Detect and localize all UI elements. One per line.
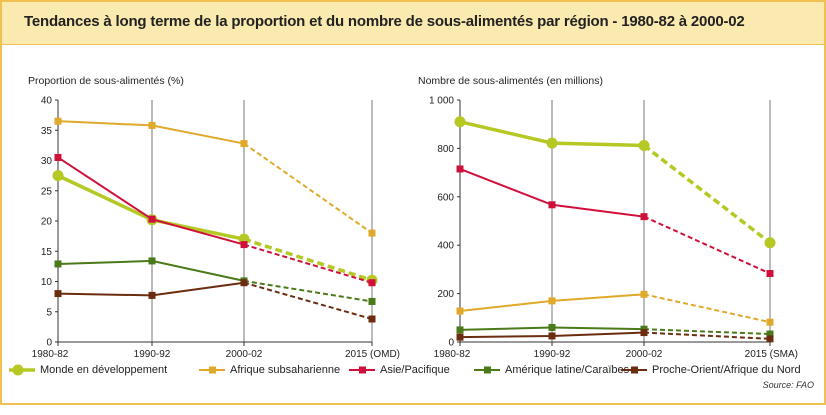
legend-swatch-icon	[474, 366, 500, 374]
chart-1-xtick-label: 1980-82	[434, 349, 471, 360]
chart-1-point	[766, 318, 774, 326]
chart-0-point	[148, 257, 156, 265]
chart-0-ytick-label: 10	[41, 277, 53, 288]
chart-1-series-projection	[643, 293, 771, 324]
legend-label: Proche-Orient/Afrique du Nord	[652, 364, 801, 376]
chart-0-point	[240, 241, 248, 249]
chart-1-point	[640, 213, 648, 221]
legend-swatch-icon	[621, 366, 647, 374]
chart-0-point	[368, 279, 376, 287]
legend-label: Afrique subsaharienne	[230, 364, 341, 376]
chart-0-xtick-label: 1990-92	[134, 349, 171, 360]
legend-item: Amérique latine/Caraïbes	[473, 360, 629, 380]
chart-0-ylabel: Proportion de sous-alimentés (%)	[28, 75, 184, 87]
source-note: Source: FAO	[762, 380, 814, 390]
chart-1-ytick-label: 0	[448, 338, 454, 349]
legend: Monde en développement Afrique subsaharie…	[8, 360, 820, 382]
chart-1-point	[456, 165, 464, 173]
chart-0-xtick-label: 2000-02	[226, 349, 263, 360]
legend-label: Asie/Pacifique	[380, 364, 450, 376]
chart-0-series-projection	[243, 237, 373, 282]
chart-0-ytick-label: 35	[41, 126, 53, 137]
chart-1-point	[766, 270, 774, 278]
legend-swatch-icon	[199, 366, 225, 374]
figure-title: Tendances à long terme de la proportion …	[24, 13, 745, 30]
chart-1-point	[548, 323, 556, 331]
chart-1-point	[456, 307, 464, 315]
chart-1-point	[548, 332, 556, 340]
chart-1-point	[546, 137, 558, 149]
chart-0-point	[368, 315, 376, 323]
chart-0-point	[240, 140, 248, 148]
chart-1-xtick-label: 2015 (SMA)	[745, 349, 798, 360]
legend-item: Afrique subsaharienne	[198, 360, 340, 380]
chart-0-point	[54, 117, 62, 125]
chart-0-series-projection	[243, 142, 373, 234]
chart-0-point	[148, 215, 156, 223]
legend-label: Amérique latine/Caraïbes	[505, 364, 630, 376]
chart-0-ytick-label: 0	[46, 338, 52, 349]
chart-0-ytick-label: 40	[41, 96, 53, 107]
chart-1-point	[766, 330, 774, 338]
chart-1-xtick-label: 2000-02	[626, 349, 663, 360]
chart-0-series-line	[57, 174, 245, 241]
chart-0-ytick-label: 25	[41, 186, 53, 197]
chart-0-point	[52, 170, 64, 182]
chart-0-xtick-label: 2015 (OMD)	[345, 349, 400, 360]
chart-1-point	[764, 237, 776, 249]
chart-0-series-projection	[243, 279, 373, 303]
chart-1-series-projection	[643, 328, 771, 336]
chart-1-point	[548, 297, 556, 305]
legend-swatch-icon	[349, 366, 375, 374]
chart-0-point	[54, 290, 62, 298]
chart-1-point	[456, 333, 464, 341]
chart-1-point	[454, 116, 466, 128]
chart-0-point	[148, 121, 156, 129]
chart-0-ytick-label: 5	[46, 307, 52, 318]
legend-label: Monde en développement	[40, 364, 168, 376]
chart-1-xtick-label: 1990-92	[534, 349, 571, 360]
title-bar: Tendances à long terme de la proportion …	[2, 2, 824, 45]
chart-0-point	[368, 229, 376, 237]
chart-0-point	[368, 297, 376, 305]
chart-1-point	[766, 335, 774, 343]
chart-0-series-projection	[243, 281, 373, 320]
chart-0-xtick-label: 1980-82	[32, 349, 69, 360]
chart-1-series-projection	[642, 144, 772, 245]
chart-1-point	[640, 329, 648, 337]
chart-1-ytick-label: 600	[437, 192, 454, 203]
chart-1-ytick-label: 200	[437, 289, 454, 300]
chart-1-ytick-label: 1 000	[429, 96, 454, 107]
chart-0-ytick-label: 15	[41, 247, 53, 258]
chart-0-ytick-label: 30	[41, 156, 53, 167]
chart-1-ytick-label: 400	[437, 241, 454, 252]
chart-1-series-projection	[643, 331, 771, 340]
chart-1-point	[638, 139, 650, 151]
legend-item: Monde en développement	[8, 360, 167, 380]
chart-1-ylabel: Nombre de sous-alimentés (en millions)	[418, 75, 603, 87]
chart-1-series-projection	[643, 215, 771, 275]
chart-0-ytick-label: 20	[41, 217, 53, 228]
chart-1-point	[548, 201, 556, 209]
chart-1-ytick-label: 800	[437, 144, 454, 155]
chart-0-point	[54, 153, 62, 161]
chart-1-point	[456, 326, 464, 334]
chart-0-point	[54, 260, 62, 268]
chart-0-point	[240, 279, 248, 287]
figure-frame: Tendances à long terme de la proportion …	[0, 0, 826, 405]
legend-swatch-icon	[9, 364, 35, 376]
chart-1-point	[640, 290, 648, 298]
legend-item: Proche-Orient/Afrique du Nord	[620, 360, 801, 380]
legend-item: Asie/Pacifique	[348, 360, 450, 380]
chart-0-point	[148, 291, 156, 299]
chart-0-series-projection	[243, 243, 373, 284]
